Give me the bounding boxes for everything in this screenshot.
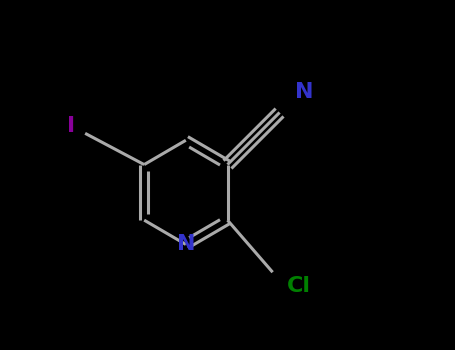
Text: I: I [66, 117, 75, 136]
Text: N: N [177, 234, 195, 254]
Text: N: N [295, 82, 313, 102]
Text: Cl: Cl [287, 276, 310, 296]
